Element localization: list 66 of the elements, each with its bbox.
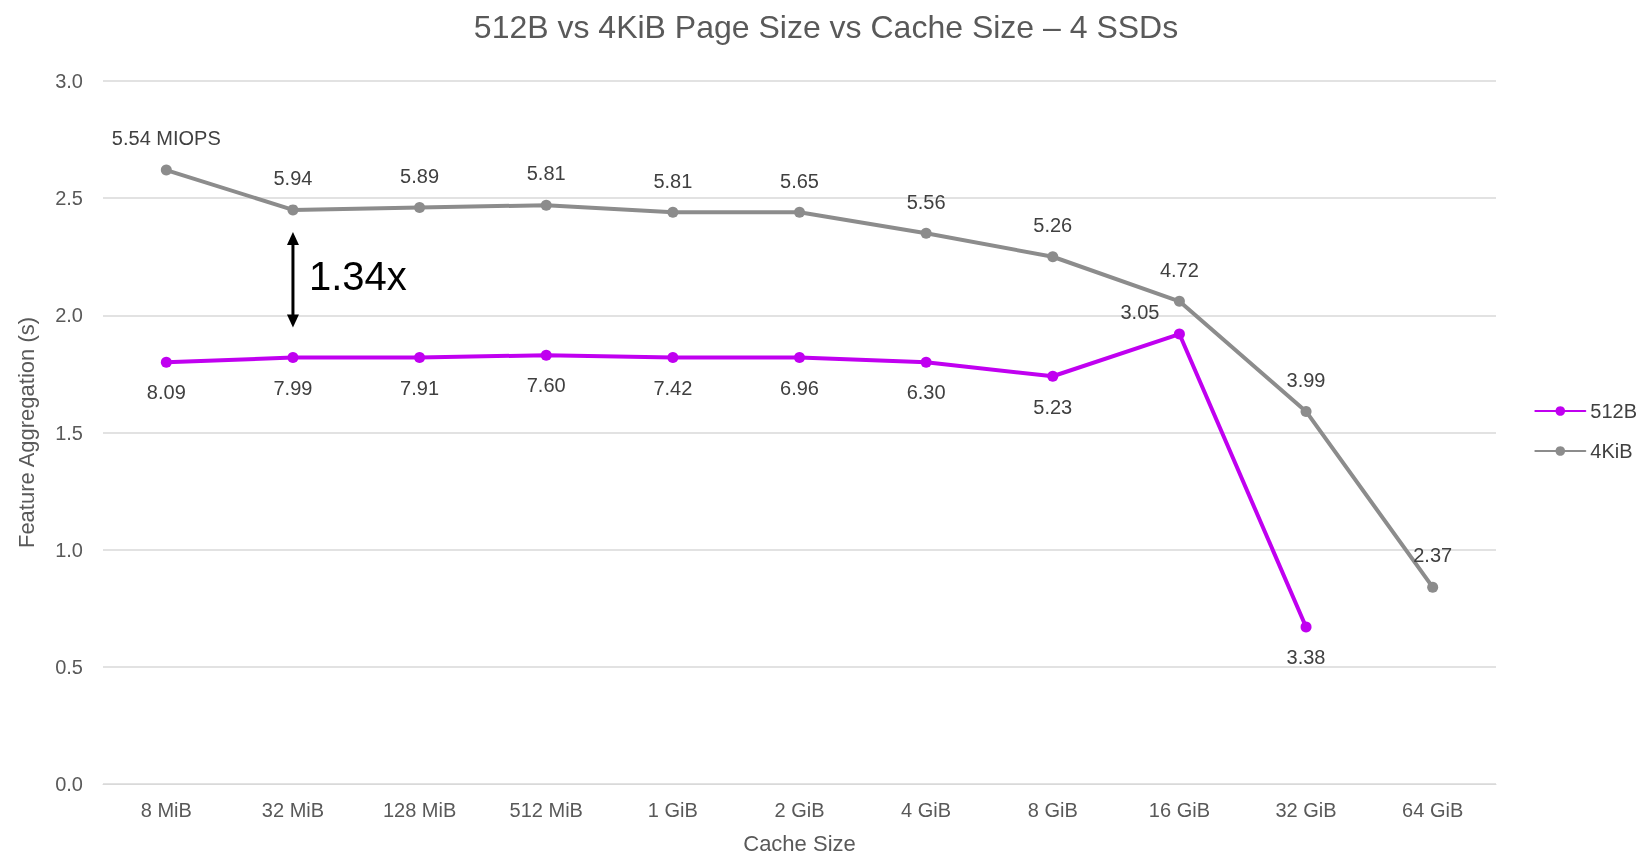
annotation: 7.99 bbox=[273, 376, 313, 399]
point bbox=[160, 356, 172, 368]
x-tick-label: 8 MiB bbox=[140, 799, 192, 821]
y-tick-label: 1.5 bbox=[55, 421, 83, 444]
x-tick-label: 512 MiB bbox=[509, 799, 583, 821]
point bbox=[1427, 581, 1439, 593]
point bbox=[414, 352, 426, 364]
y-tick-label: 2.5 bbox=[55, 187, 83, 210]
annotation: 6.30 bbox=[906, 381, 946, 404]
annotation: 6.96 bbox=[780, 376, 819, 399]
point bbox=[414, 202, 426, 214]
point bbox=[1300, 405, 1312, 417]
x-tick-label: 8 GiB bbox=[1027, 799, 1078, 821]
annotation: 2.37 bbox=[1413, 544, 1453, 567]
point bbox=[160, 164, 172, 176]
point bbox=[1300, 621, 1312, 633]
point bbox=[540, 349, 552, 361]
legend-label: 512B bbox=[1590, 400, 1638, 422]
y-axis-title: Feature Aggregation (s) bbox=[13, 316, 39, 549]
x-tick-label: 64 GiB bbox=[1402, 799, 1464, 821]
point bbox=[667, 206, 679, 218]
annotation: 5.54 MIOPS bbox=[111, 127, 221, 150]
annotation: 3.99 bbox=[1286, 368, 1326, 391]
point bbox=[287, 352, 299, 364]
point bbox=[794, 352, 805, 364]
x-axis-title: Cache Size bbox=[743, 830, 856, 856]
annotation: 7.42 bbox=[653, 376, 693, 399]
point bbox=[920, 227, 932, 239]
x-tick-label: 32 GiB bbox=[1275, 799, 1337, 821]
y-tick-label: 0.0 bbox=[55, 773, 83, 795]
chart-title: 512B vs 4KiB Page Size vs Cache Size – 4 SSDs bbox=[473, 9, 1179, 45]
annotation: 7.60 bbox=[526, 374, 566, 397]
annotation: 4.72 bbox=[1159, 258, 1199, 281]
y-tick-label: 3.0 bbox=[55, 70, 83, 92]
y-tick-label: 2.0 bbox=[55, 304, 83, 327]
annotation: 3.05 bbox=[1120, 301, 1160, 324]
point bbox=[1173, 295, 1185, 307]
x-tick-label: 1 GiB bbox=[647, 799, 698, 821]
x-tick-label: 2 GiB bbox=[774, 799, 825, 821]
point bbox=[794, 206, 805, 218]
point bbox=[667, 352, 679, 364]
annotation: 5.65 bbox=[780, 169, 819, 192]
annotation: 5.56 bbox=[906, 190, 946, 213]
point bbox=[1047, 251, 1059, 263]
annotation: 5.26 bbox=[1033, 214, 1073, 237]
x-tick-label: 16 GiB bbox=[1148, 799, 1210, 821]
x-tick-label: 4 GiB bbox=[901, 799, 952, 821]
point bbox=[540, 199, 552, 211]
annotation: 1.34x bbox=[308, 254, 407, 299]
point bbox=[920, 356, 932, 368]
annotation: 5.89 bbox=[400, 164, 440, 187]
annotation: 5.94 bbox=[273, 167, 313, 190]
y-tick-label: 1.0 bbox=[55, 538, 83, 561]
annotation: 5.81 bbox=[526, 162, 566, 185]
annotation: 8.09 bbox=[146, 381, 186, 404]
x-tick-label: 128 MiB bbox=[382, 799, 457, 821]
y-tick-label: 0.5 bbox=[55, 655, 83, 678]
annotation: 7.91 bbox=[400, 376, 440, 399]
point bbox=[1047, 370, 1059, 382]
annotation: 5.23 bbox=[1033, 395, 1073, 418]
legend-label: 4KiB bbox=[1590, 440, 1633, 462]
x-tick-label: 32 MiB bbox=[261, 799, 325, 821]
annotation: 5.81 bbox=[653, 169, 693, 192]
point bbox=[1173, 328, 1185, 340]
point bbox=[287, 204, 299, 216]
annotation: 3.38 bbox=[1286, 646, 1326, 669]
